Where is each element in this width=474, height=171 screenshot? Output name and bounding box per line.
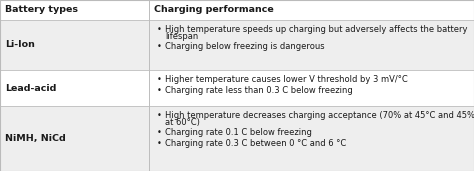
Text: at 60°C): at 60°C) bbox=[165, 118, 200, 127]
Text: Charging performance: Charging performance bbox=[155, 5, 274, 14]
Text: Charging rate less than 0.3 C below freezing: Charging rate less than 0.3 C below free… bbox=[165, 86, 353, 95]
Bar bbox=[0, 0, 149, 20]
Text: lifespan: lifespan bbox=[165, 32, 199, 41]
Text: Charging rate 0.1 C below freezing: Charging rate 0.1 C below freezing bbox=[165, 128, 312, 137]
Text: •: • bbox=[156, 42, 161, 51]
Text: •: • bbox=[156, 139, 161, 148]
Text: •: • bbox=[156, 75, 161, 84]
Text: High temperature speeds up charging but adversely affects the battery: High temperature speeds up charging but … bbox=[165, 25, 468, 34]
Text: NiMH, NiCd: NiMH, NiCd bbox=[5, 134, 66, 143]
Text: Charging rate 0.3 C between 0 °C and 6 °C: Charging rate 0.3 C between 0 °C and 6 °… bbox=[165, 139, 346, 148]
Text: Li-Ion: Li-Ion bbox=[5, 40, 35, 49]
Text: •: • bbox=[156, 128, 161, 137]
Bar bbox=[149, 0, 474, 20]
Bar bbox=[0, 70, 149, 106]
Text: High temperature decreases charging acceptance (70% at 45°C and 45%: High temperature decreases charging acce… bbox=[165, 111, 474, 120]
Bar bbox=[149, 70, 474, 106]
Bar bbox=[0, 20, 149, 70]
Text: •: • bbox=[156, 86, 161, 95]
Text: Lead-acid: Lead-acid bbox=[5, 84, 56, 93]
Text: •: • bbox=[156, 111, 161, 120]
Text: Battery types: Battery types bbox=[5, 5, 78, 14]
Bar bbox=[149, 20, 474, 70]
Bar bbox=[149, 106, 474, 171]
Text: Higher temperature causes lower V threshold by 3 mV/°C: Higher temperature causes lower V thresh… bbox=[165, 75, 408, 84]
Text: Charging below freezing is dangerous: Charging below freezing is dangerous bbox=[165, 42, 325, 51]
Text: •: • bbox=[156, 25, 161, 34]
Bar bbox=[0, 106, 149, 171]
